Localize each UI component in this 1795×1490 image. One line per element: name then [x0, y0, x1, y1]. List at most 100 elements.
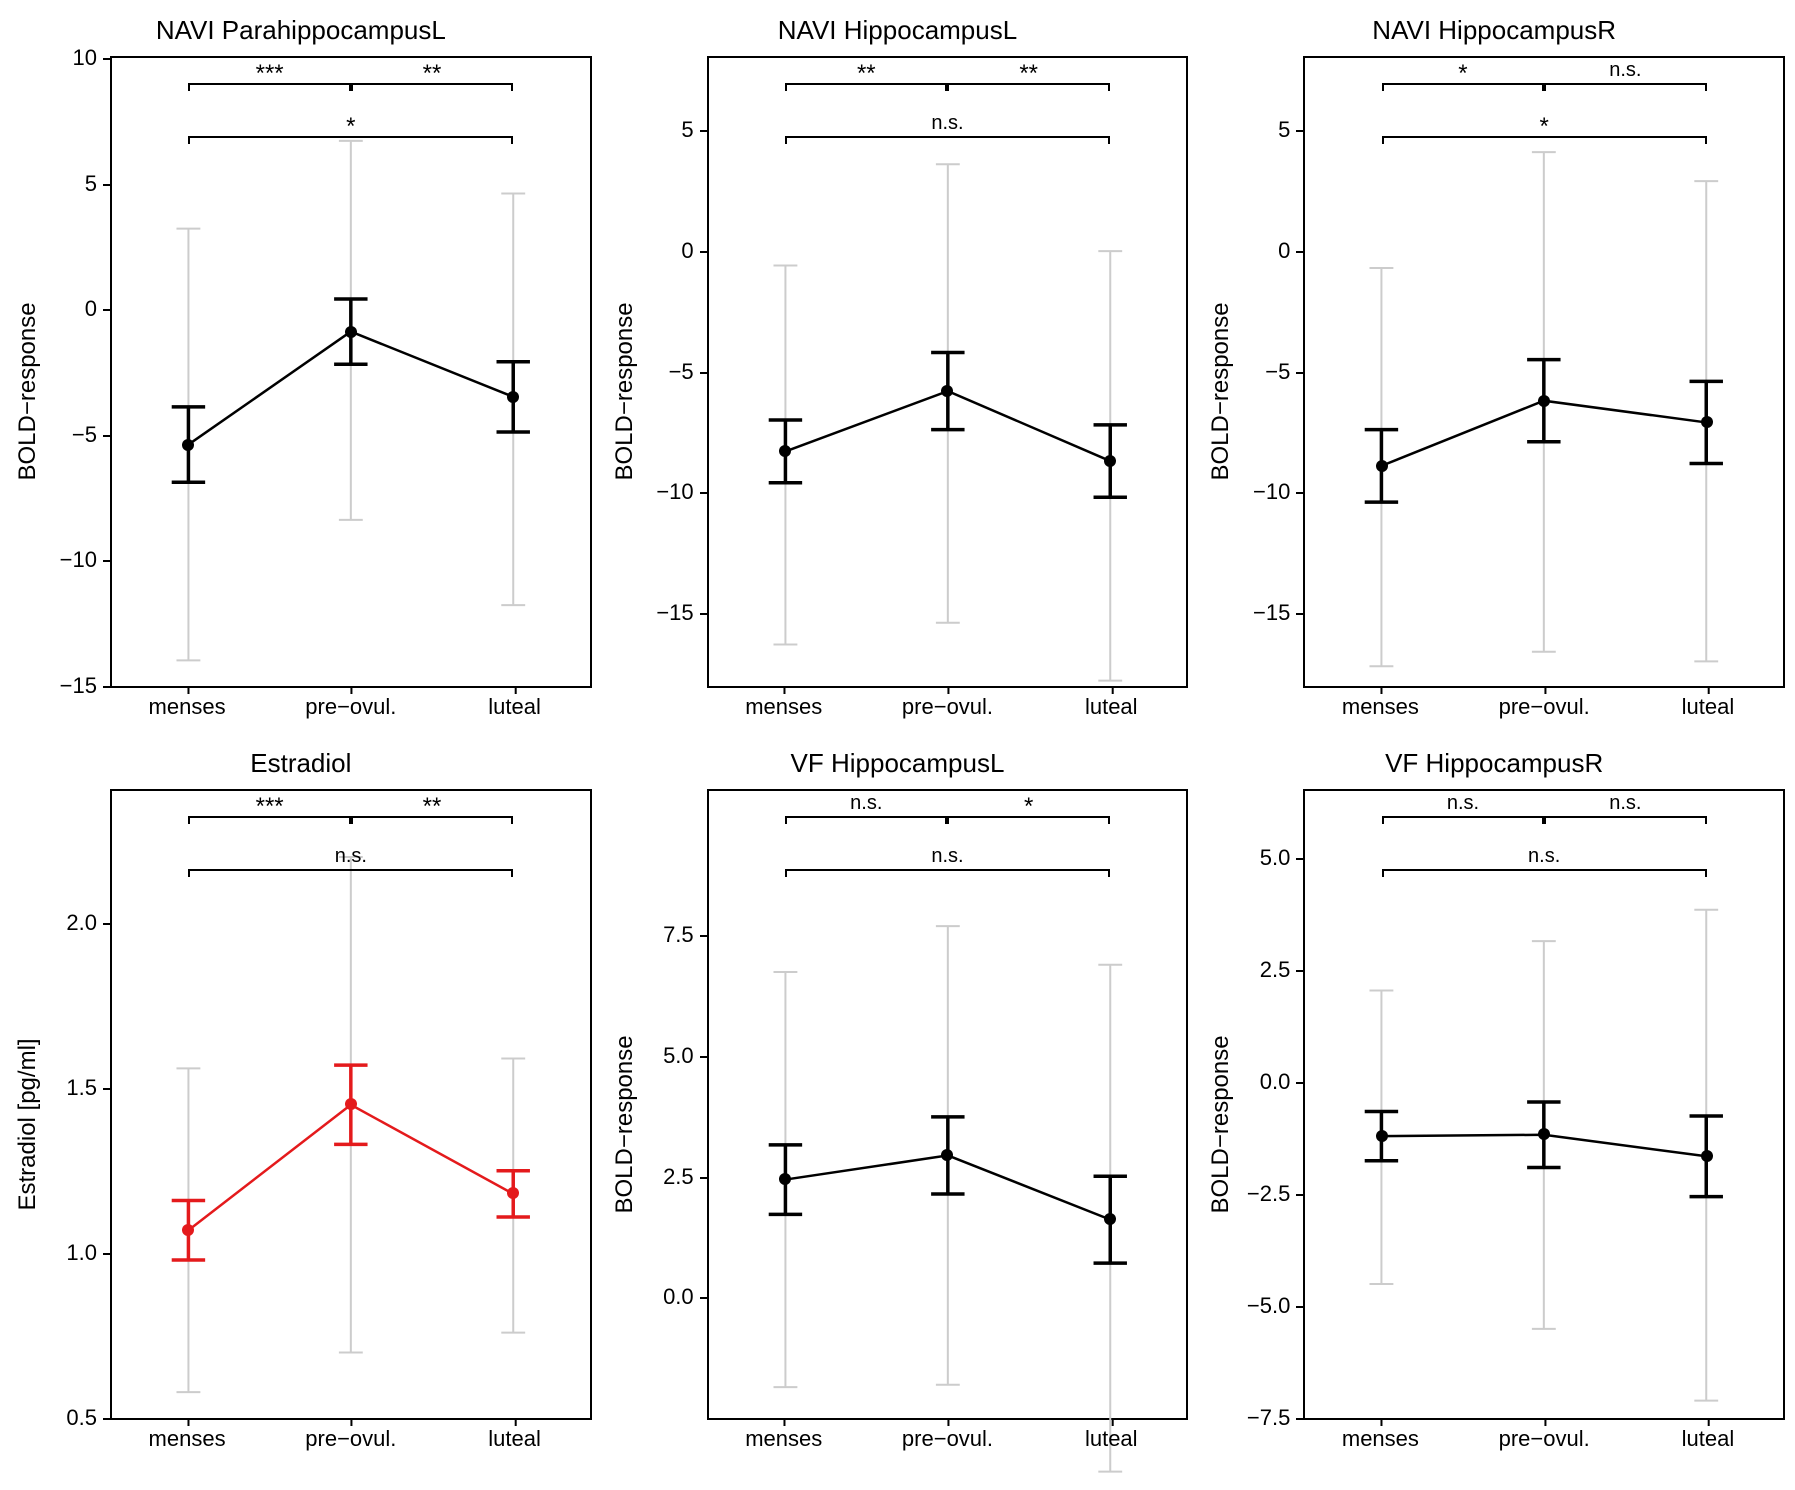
panel-p5: VF HippocampusRBOLD−response−7.5−5.0−2.5…	[1203, 743, 1785, 1461]
y-tick: 1.5	[42, 1075, 97, 1101]
plot-wrap: Estradiol [pg/ml]0.51.01.52.0*****n.s.me…	[10, 789, 592, 1461]
x-tick: luteal	[1085, 694, 1138, 720]
x-tick: pre−ovul.	[1499, 1426, 1590, 1452]
panel-title: NAVI ParahippocampusL	[10, 15, 592, 46]
significance-label: n.s.	[931, 112, 963, 136]
y-tick: −5.0	[1235, 1293, 1290, 1319]
significance-label: n.s.	[1447, 792, 1479, 816]
x-tick: menses	[149, 694, 226, 720]
plot-svg	[709, 58, 1187, 686]
panel-title: NAVI HippocampusL	[607, 15, 1189, 46]
plot-area: −15−10−505*n.s.*	[1303, 56, 1785, 688]
y-tick: −5	[42, 422, 97, 448]
y-tick: 0	[42, 296, 97, 322]
plot-wrap: BOLD−response−15−10−50510******mensespre…	[10, 56, 592, 728]
significance-label: n.s.	[1609, 59, 1641, 83]
panel-p4: VF HippocampusLBOLD−response0.02.55.07.5…	[607, 743, 1189, 1461]
y-axis-label: BOLD−response	[607, 56, 643, 728]
y-axis-label: BOLD−response	[607, 789, 643, 1461]
data-point	[1376, 460, 1388, 472]
plot-svg	[709, 791, 1187, 1419]
significance-label: **	[423, 799, 442, 816]
x-tick: menses	[745, 694, 822, 720]
significance-label: **	[857, 66, 876, 83]
data-point	[1104, 1213, 1116, 1225]
plot-svg	[1305, 58, 1783, 686]
plot-svg	[1305, 791, 1783, 1419]
x-tick: menses	[149, 1426, 226, 1452]
y-tick: 5	[1235, 117, 1290, 143]
y-tick: −15	[42, 673, 97, 699]
plot-area: 0.51.01.52.0*****n.s.	[110, 789, 592, 1421]
panel-p2: NAVI HippocampusRBOLD−response−15−10−505…	[1203, 10, 1785, 728]
x-tick: menses	[745, 1426, 822, 1452]
y-tick: 5.0	[639, 1043, 694, 1069]
panel-title: VF HippocampusR	[1203, 748, 1785, 779]
x-tick: pre−ovul.	[1499, 694, 1590, 720]
significance-label: *	[346, 120, 355, 137]
data-point	[345, 326, 357, 338]
significance-label: **	[423, 66, 442, 83]
y-tick: −10	[42, 547, 97, 573]
x-tick: luteal	[1682, 694, 1735, 720]
data-point	[182, 439, 194, 451]
significance-bar	[188, 869, 513, 871]
significance-bar	[785, 816, 947, 818]
panel-title: Estradiol	[10, 748, 592, 779]
x-tick: luteal	[1085, 1426, 1138, 1452]
y-tick: 5	[639, 117, 694, 143]
y-tick: −7.5	[1235, 1405, 1290, 1431]
y-tick: 10	[42, 45, 97, 71]
data-point	[345, 1098, 357, 1110]
significance-bar	[1544, 816, 1706, 818]
plot-svg	[112, 58, 590, 686]
plot-wrap: BOLD−response−15−10−505*n.s.*mensespre−o…	[1203, 56, 1785, 728]
significance-label: n.s.	[850, 792, 882, 816]
significance-label: n.s.	[1528, 845, 1560, 869]
y-tick: 0.0	[1235, 1069, 1290, 1095]
x-tick: luteal	[488, 694, 541, 720]
y-tick: −10	[1235, 479, 1290, 505]
significance-label: *	[1539, 120, 1548, 137]
x-tick: pre−ovul.	[902, 694, 993, 720]
y-tick: 0.0	[639, 1284, 694, 1310]
significance-label: ***	[256, 66, 284, 83]
plot-area: −15−10−505****n.s.	[707, 56, 1189, 688]
x-tick: pre−ovul.	[305, 694, 396, 720]
plot-area: −7.5−5.0−2.50.02.55.0n.s.n.s.n.s.	[1303, 789, 1785, 1421]
y-tick: −15	[1235, 600, 1290, 626]
y-axis-label: BOLD−response	[1203, 789, 1239, 1461]
significance-bar	[1382, 869, 1707, 871]
y-tick: 7.5	[639, 922, 694, 948]
x-tick: menses	[1342, 694, 1419, 720]
y-tick: −5	[1235, 359, 1290, 385]
significance-label: *	[1024, 799, 1033, 816]
plot-area: 0.02.55.07.5n.s.*n.s.	[707, 789, 1189, 1421]
y-axis-label: BOLD−response	[10, 56, 46, 728]
x-tick: menses	[1342, 1426, 1419, 1452]
y-tick: 1.0	[42, 1240, 97, 1266]
y-tick: 2.0	[42, 910, 97, 936]
y-tick: 0	[1235, 238, 1290, 264]
y-axis-label: Estradiol [pg/ml]	[10, 789, 46, 1461]
y-tick: −5	[639, 359, 694, 385]
y-tick: 5	[42, 171, 97, 197]
plot-wrap: BOLD−response−7.5−5.0−2.50.02.55.0n.s.n.…	[1203, 789, 1785, 1461]
significance-bar	[785, 136, 1110, 138]
x-tick: pre−ovul.	[305, 1426, 396, 1452]
data-point	[1701, 1150, 1713, 1162]
panel-p0: NAVI ParahippocampusL BOLD−response−15 −10…	[10, 10, 592, 728]
plot-wrap: BOLD−response−15−10−505****n.s.mensespre…	[607, 56, 1189, 728]
significance-bar	[1382, 816, 1544, 818]
y-tick: 2.5	[639, 1164, 694, 1190]
significance-label: n.s.	[335, 845, 367, 869]
significance-label: ***	[256, 799, 284, 816]
x-tick: luteal	[1682, 1426, 1735, 1452]
y-tick: −10	[639, 479, 694, 505]
data-point	[507, 391, 519, 403]
y-tick: −15	[639, 600, 694, 626]
significance-label: **	[1019, 66, 1038, 83]
significance-label: n.s.	[1609, 792, 1641, 816]
panel-p3: EstradiolEstradiol [pg/ml]0.51.01.52.0**…	[10, 743, 592, 1461]
x-tick: luteal	[488, 1426, 541, 1452]
